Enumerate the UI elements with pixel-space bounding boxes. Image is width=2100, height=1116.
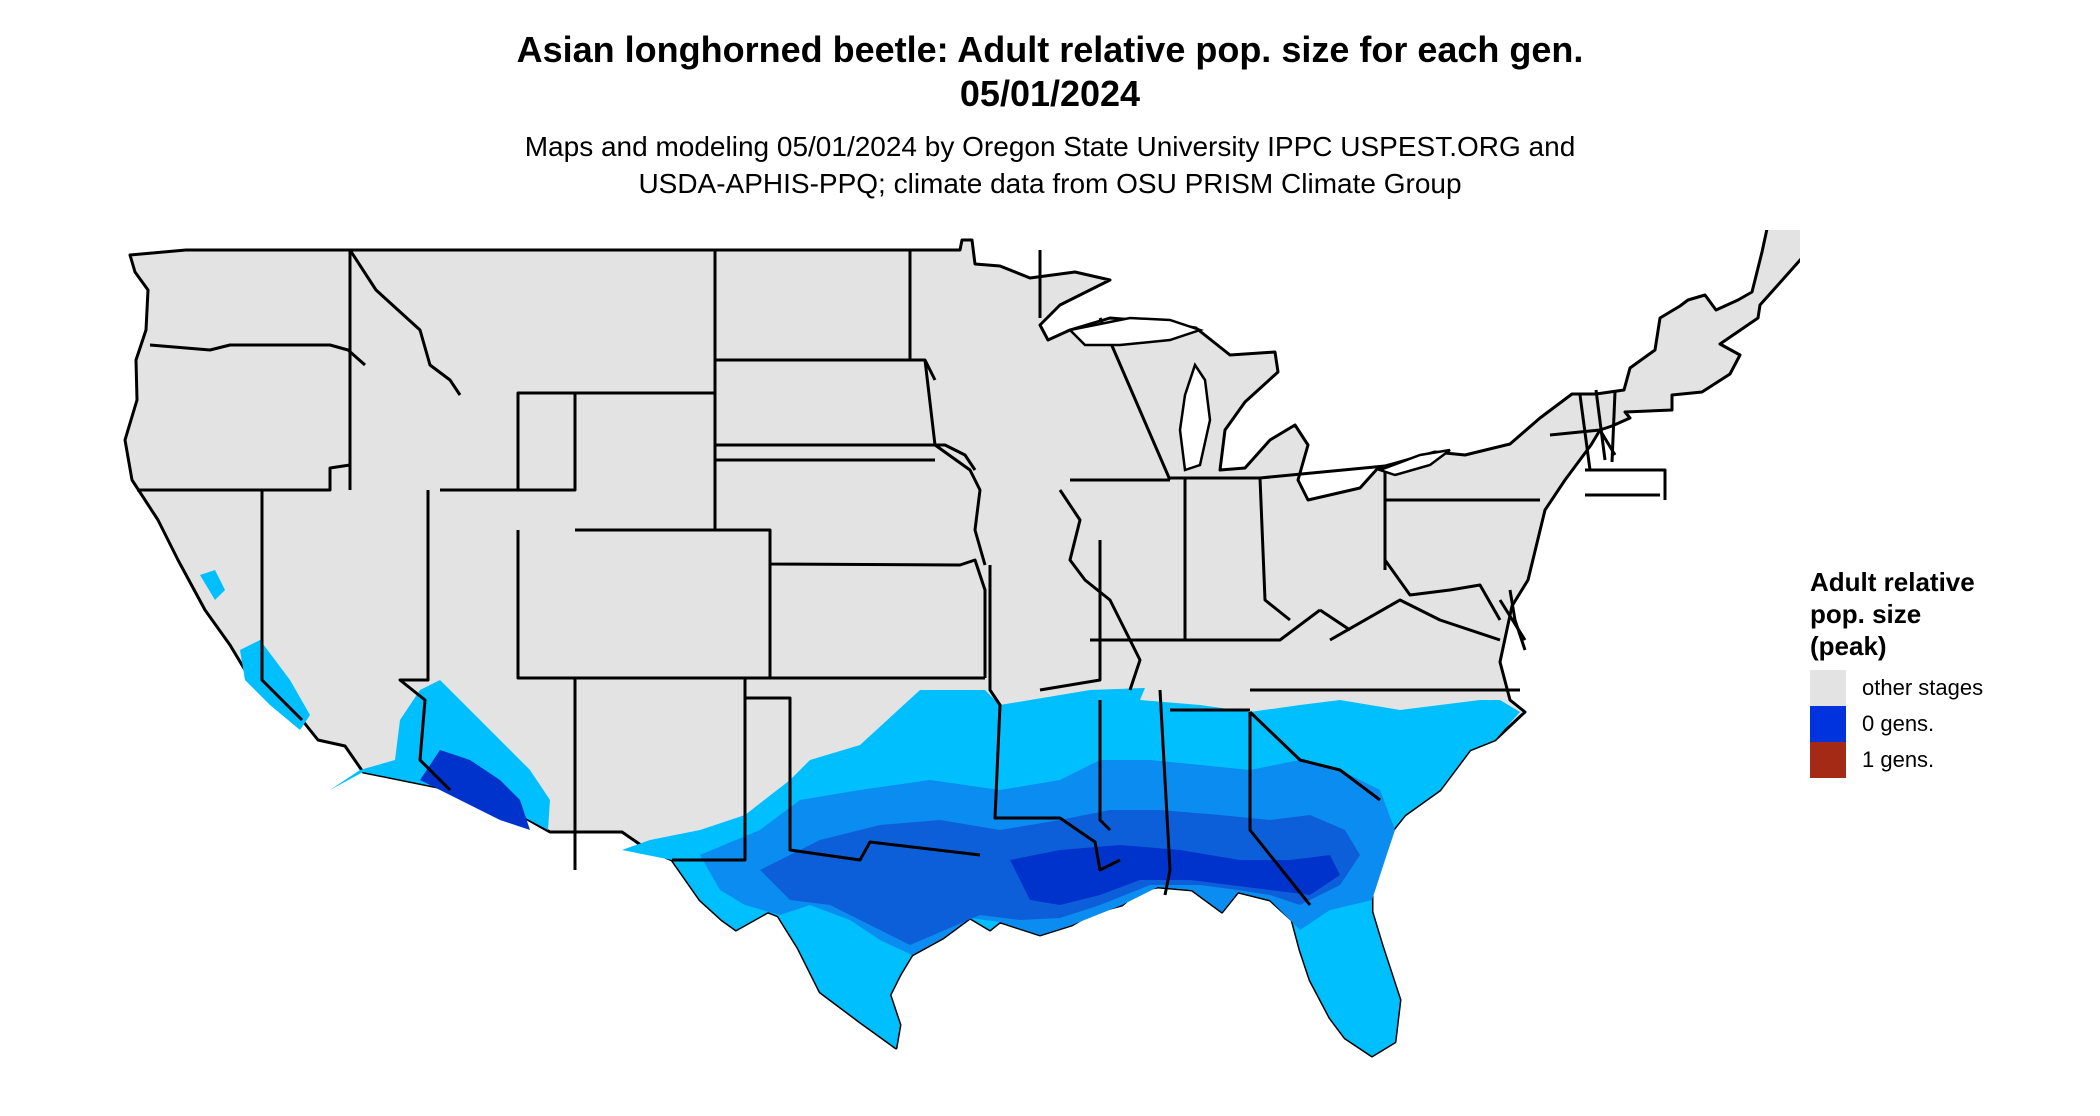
legend-swatch-blue bbox=[1810, 706, 1846, 742]
legend-swatch-red bbox=[1810, 742, 1846, 778]
legend-label-0-gens: 0 gens. bbox=[1862, 711, 1935, 736]
legend-title-line3: (peak) bbox=[1810, 631, 1887, 661]
lake-michigan bbox=[1178, 362, 1212, 472]
map-legend: Adult relative pop. size (peak) other st… bbox=[1810, 566, 2040, 778]
zone-sacramento bbox=[200, 570, 225, 600]
map-title-line1: Asian longhorned beetle: Adult relative … bbox=[516, 29, 1584, 70]
state-boundaries bbox=[137, 249, 1667, 906]
us-map bbox=[123, 230, 1800, 1058]
lake-superior bbox=[1067, 316, 1204, 347]
zone-sw-dark bbox=[420, 750, 530, 830]
map-subtitle-line1: Maps and modeling 05/01/2024 by Oregon S… bbox=[524, 131, 1576, 162]
us-landmass bbox=[123, 230, 1800, 1058]
development-zones bbox=[200, 570, 1520, 1056]
legend-label-1-gens: 1 gens. bbox=[1862, 747, 1935, 772]
legend-item-other-stages: other stages bbox=[1810, 670, 2040, 706]
map-title-date: 05/01/2024 bbox=[959, 73, 1141, 114]
legend-item-0-gens: 0 gens. bbox=[1810, 706, 2040, 742]
map-subtitle: Maps and modeling 05/01/2024 by Oregon S… bbox=[0, 128, 2100, 202]
map-subtitle-line2: USDA-APHIS-PPQ; climate data from OSU PR… bbox=[638, 168, 1462, 199]
legend-title-line1: Adult relative bbox=[1810, 567, 1975, 597]
legend-title-line2: pop. size bbox=[1810, 599, 1922, 629]
great-lakes bbox=[1067, 316, 1451, 477]
legend-label-other-stages: other stages bbox=[1862, 675, 1984, 700]
zone-dark-blue bbox=[1010, 845, 1340, 905]
legend-swatch-gray bbox=[1810, 670, 1846, 706]
legend-item-1-gens: 1 gens. bbox=[1810, 742, 2040, 778]
lake-erie bbox=[1376, 448, 1451, 477]
legend-items: other stages 0 gens. 1 gens. bbox=[1810, 670, 2040, 778]
zone-ca-central bbox=[240, 640, 310, 730]
map-title: Asian longhorned beetle: Adult relative … bbox=[0, 28, 2100, 116]
